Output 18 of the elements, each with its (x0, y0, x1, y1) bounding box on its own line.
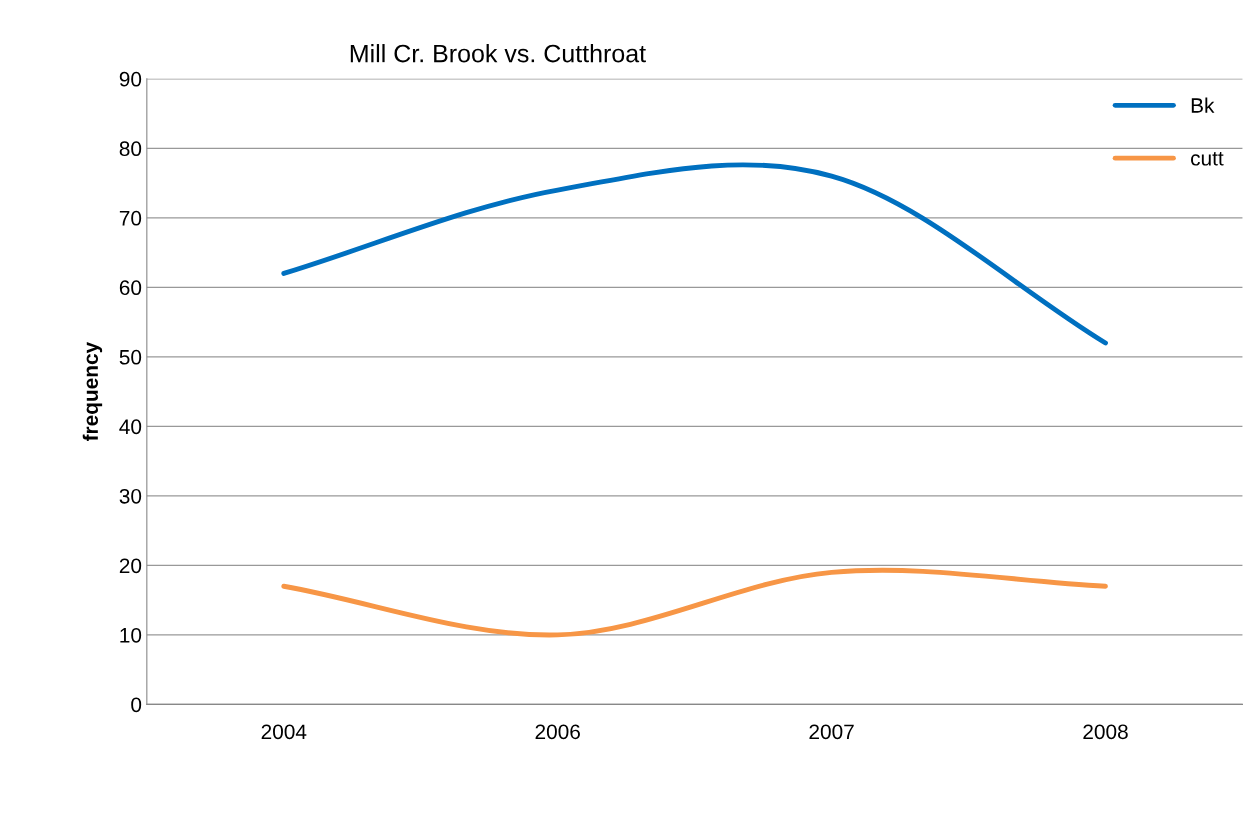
x-tick-label: 2007 (809, 724, 854, 740)
y-tick-label: 70 (119, 210, 142, 226)
x-tick-label: 2004 (261, 724, 307, 740)
y-tick-label: 60 (119, 280, 142, 296)
y-tick-label: 90 (119, 71, 142, 87)
x-tick-label: 2008 (1083, 724, 1128, 740)
legend-label: cutt (1191, 151, 1224, 166)
chart-title: Mill Cr. Brook vs. Cutthroat (350, 44, 646, 63)
y-tick-label: 80 (119, 141, 142, 157)
y-tick-label: 40 (119, 419, 142, 435)
x-tick-label: 2006 (535, 724, 580, 740)
legend-label: Bk (1191, 97, 1215, 113)
y-axis-title: frequency (82, 341, 103, 442)
y-tick-label: 30 (119, 488, 142, 504)
y-tick-label: 20 (119, 558, 142, 574)
y-tick-label: 0 (131, 697, 142, 713)
y-tick-label: 10 (120, 627, 142, 643)
y-tick-label: 50 (119, 349, 142, 365)
